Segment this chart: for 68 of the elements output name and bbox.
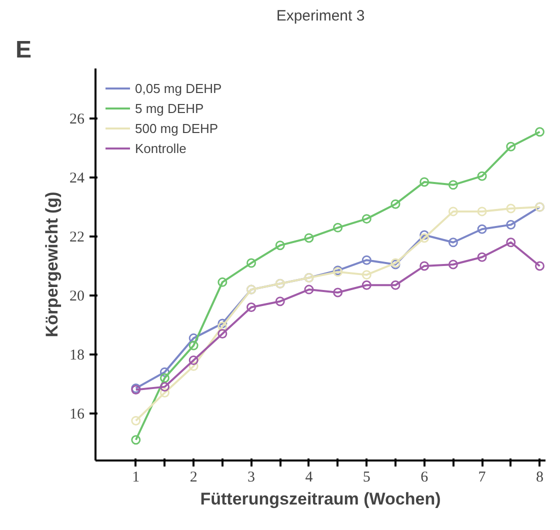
point [218,329,228,339]
x-axis-title: Fütterungszeitraum (Wochen) [200,490,441,508]
point [420,261,430,271]
point [131,435,141,445]
x-tick-label: 1 [132,470,140,486]
point [506,238,516,248]
text: E [16,36,32,64]
point [534,261,544,271]
point [218,322,228,332]
point [304,284,314,294]
point [448,206,458,216]
x-tick-label: 7 [478,470,486,486]
point [246,302,256,312]
legend-label: 500 mg DEHP [135,120,218,136]
point [506,220,516,230]
point [362,214,372,224]
y-tick-label: 22 [70,230,84,246]
point [160,382,170,392]
point [534,127,544,137]
point [390,199,400,209]
x-tick-label: 8 [536,470,544,486]
x-tick-label: 5 [362,470,370,486]
point [477,224,487,234]
point [188,340,198,350]
x-tick-label: 6 [420,470,429,486]
legend-label: Kontrolle [135,140,186,156]
point [333,288,343,298]
legend-label: 5 mg DEHP [135,100,204,116]
x-tick-label: 2 [190,470,198,486]
point [160,388,170,398]
point [420,230,430,240]
point [506,204,516,214]
y-axis-title: Körpergewicht (g) [42,192,62,338]
y-tick-label: 24 [70,170,85,187]
y-tick-label: 18 [70,347,84,364]
chart-title: Experiment 3 [276,8,365,24]
point [160,367,170,377]
point [275,296,285,306]
y-tick-label: 16 [70,406,85,422]
point [477,206,487,216]
point [188,361,198,371]
point [448,238,458,248]
point [218,318,228,328]
point [333,222,343,232]
point [390,280,400,290]
x-tick-label: 4 [305,470,314,486]
point [448,260,458,270]
x-tick-label: 3 [248,470,256,486]
point [188,333,198,343]
y-tick-label: 26 [70,112,85,128]
point [246,258,256,268]
y-tick-label: 20 [70,288,84,304]
point [477,171,487,181]
point [420,177,430,187]
point [448,180,458,190]
point [275,240,285,250]
point [160,373,170,383]
legend-label: 0,05 mg DEHP [135,80,222,96]
point [218,277,228,287]
point [304,233,314,243]
point [506,142,516,152]
point [477,252,487,262]
point [362,255,372,265]
point [420,233,430,243]
point [131,416,141,426]
point [188,356,198,366]
point [362,270,372,280]
point [362,280,372,290]
